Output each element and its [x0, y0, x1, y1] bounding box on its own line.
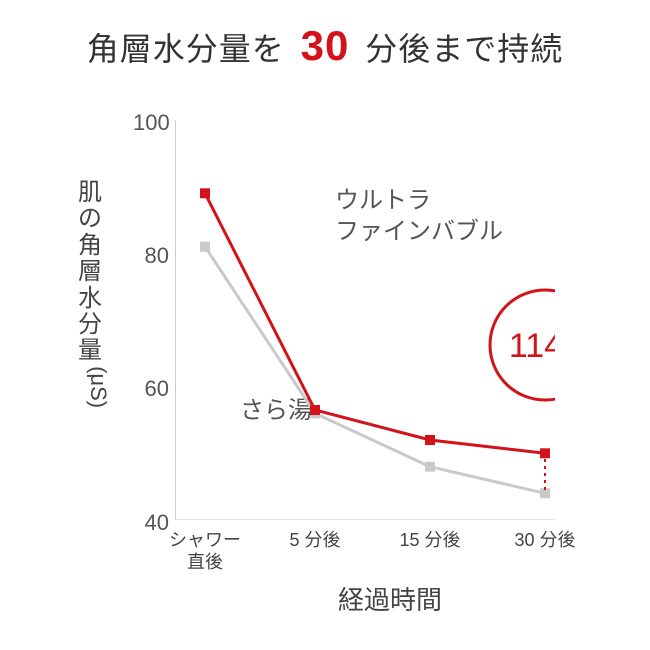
- line-sarayu: [205, 247, 545, 494]
- page-title: 角層水分量を 30 分後まで持続: [0, 22, 650, 70]
- marker-sarayu: [425, 462, 435, 472]
- marker-sarayu: [200, 242, 210, 252]
- x-tick: 30 分後: [514, 530, 575, 552]
- series-ultrafine: [200, 188, 550, 458]
- y-axis-label: 肌の角層水分量 (μS): [77, 180, 103, 398]
- y-tick: 100: [133, 110, 169, 136]
- title-big-number: 30: [295, 22, 356, 69]
- y-tick: 40: [133, 510, 169, 536]
- marker-ultrafine: [200, 188, 210, 198]
- y-axis-text: 肌の角層水分量: [78, 179, 102, 364]
- y-axis-unit: (μS): [86, 366, 110, 408]
- title-pre: 角層水分量を: [87, 31, 285, 67]
- x-tick: 5 分後: [289, 530, 340, 552]
- plot-svg: 114%: [175, 120, 555, 520]
- x-tick: 15 分後: [399, 530, 460, 552]
- marker-ultrafine: [310, 405, 320, 415]
- x-axis-label: 経過時間: [75, 580, 615, 617]
- moisture-chart: 肌の角層水分量 (μS) 100 80 60 40 シャワー直後 5 分後 15…: [75, 90, 615, 610]
- title-post: 分後まで持続: [365, 31, 563, 67]
- x-tick: シャワー直後: [169, 530, 241, 573]
- y-tick: 60: [133, 376, 169, 402]
- marker-ultrafine: [425, 435, 435, 445]
- y-tick: 80: [133, 243, 169, 269]
- callout-value: 114%: [509, 327, 555, 365]
